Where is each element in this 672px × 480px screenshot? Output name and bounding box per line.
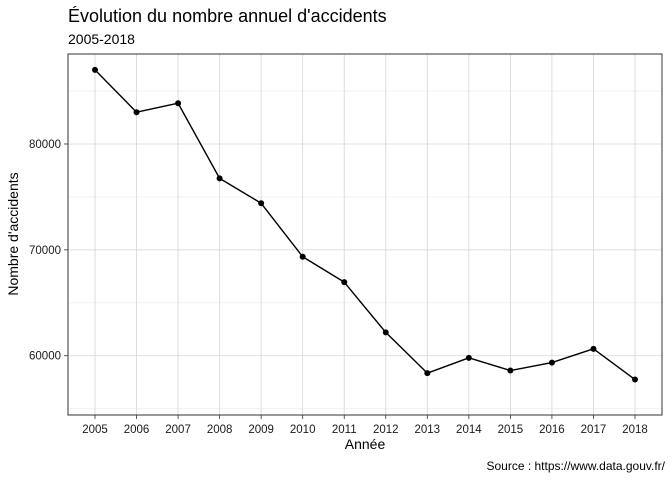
x-tick-label: 2012 — [373, 424, 399, 436]
x-tick-label: 2008 — [207, 424, 233, 436]
plot-panel-border — [67, 53, 663, 416]
data-points — [92, 66, 638, 383]
data-point — [382, 329, 389, 336]
data-point — [299, 253, 306, 260]
x-tick-label: 2015 — [498, 424, 524, 436]
x-tick-label: 2013 — [415, 424, 441, 436]
x-tick-label: 2017 — [581, 424, 607, 436]
x-tick-label: 2009 — [248, 424, 274, 436]
y-axis: 60000 70000 80000 — [29, 139, 68, 363]
major-gridlines — [68, 54, 662, 415]
chart-caption: Source : https://www.data.gouv.fr/ — [486, 459, 665, 473]
minor-gridlines — [68, 90, 662, 409]
data-point — [175, 100, 182, 107]
data-point — [341, 279, 348, 286]
y-tick-label: 60000 — [29, 351, 61, 363]
data-point — [507, 367, 514, 374]
y-tick-label: 80000 — [29, 139, 61, 151]
x-tick-label: 2005 — [82, 424, 108, 436]
x-tick-label: 2011 — [332, 424, 357, 436]
data-point — [216, 175, 223, 182]
x-tick-label: 2018 — [622, 424, 648, 436]
x-tick-label: 2016 — [539, 424, 565, 436]
chart-title: Évolution du nombre annuel d'accidents — [68, 6, 387, 26]
data-point — [92, 66, 98, 73]
x-tick-label: 2014 — [456, 424, 482, 436]
data-point — [258, 200, 265, 207]
data-point — [590, 345, 597, 352]
series-line-group — [94, 69, 636, 381]
x-axis-title: Année — [345, 436, 386, 452]
data-point — [424, 370, 431, 377]
x-tick-label: 2006 — [124, 424, 150, 436]
y-axis-title: Nombre d'accidents — [5, 172, 21, 295]
x-tick-label: 2007 — [165, 424, 191, 436]
chart-subtitle: 2005-2018 — [68, 31, 135, 47]
data-point — [465, 354, 472, 361]
data-point — [632, 376, 638, 383]
x-tick-label: 2010 — [290, 424, 316, 436]
y-tick-label: 70000 — [29, 245, 61, 257]
data-point — [548, 359, 555, 366]
series-line — [94, 69, 636, 381]
x-axis: 2005 2006 2007 2008 2009 2010 2011 2012 2013 2014… — [82, 415, 648, 436]
data-point — [133, 109, 140, 116]
